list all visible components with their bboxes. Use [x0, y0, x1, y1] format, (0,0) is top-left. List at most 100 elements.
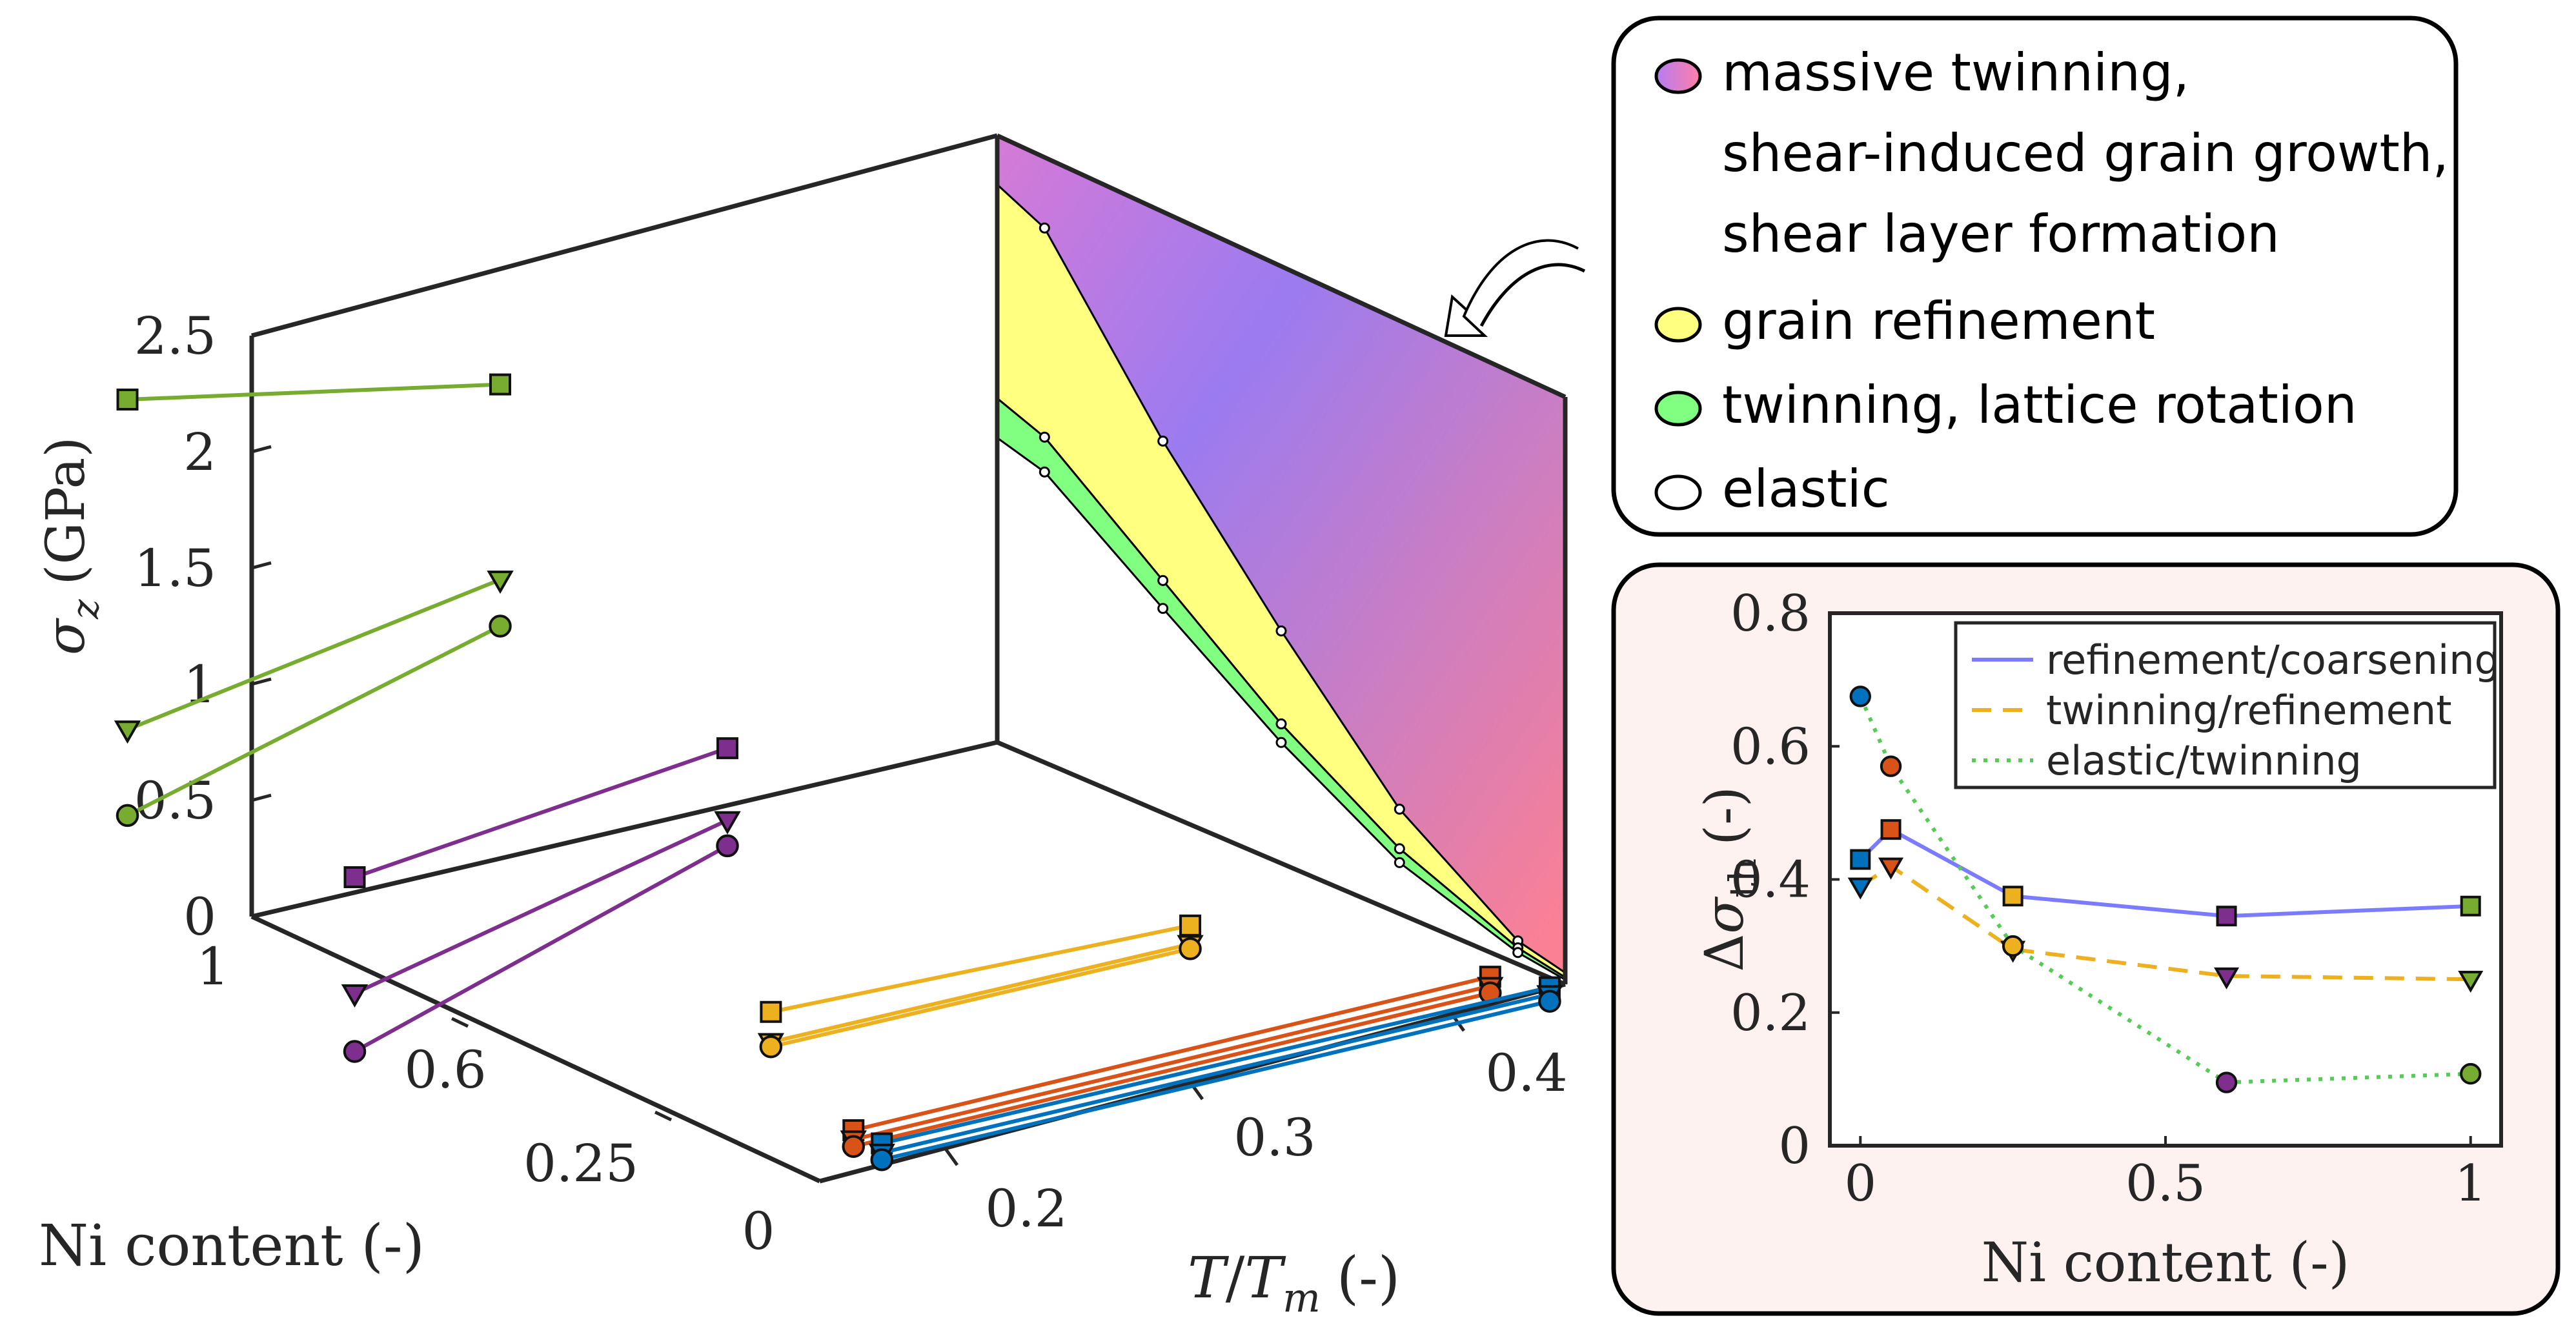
boundary-point	[1275, 718, 1287, 729]
ni-tick-mark	[654, 1110, 673, 1122]
z-tick-label: 2	[183, 422, 216, 482]
legend-label: shear layer formation	[1722, 204, 2280, 264]
inset-marker-triangle	[2213, 967, 2240, 989]
inset-marker-triangle	[1847, 877, 1873, 900]
legend-item-0: massive twinning, shear-induced grain gro…	[1654, 43, 2449, 264]
inset-marker-triangle	[1878, 857, 1904, 880]
inset-legend-frame	[1954, 621, 2497, 789]
marker-square	[760, 1000, 782, 1023]
marker-square	[1179, 914, 1202, 937]
marker-square	[343, 866, 366, 888]
inset-marker-circle	[2002, 935, 2024, 957]
inset-x-tick-label: 0	[1844, 1155, 1876, 1213]
inset-marker-circle	[1880, 755, 1902, 777]
inset-y-label: Δσth(-)	[1694, 786, 1765, 972]
inset-series	[1847, 685, 2484, 1093]
marker-circle	[116, 804, 139, 827]
inset-x-tick-label: 0.5	[2125, 1155, 2206, 1213]
legend-item-2: twinning, lattice rotation	[1654, 375, 2357, 435]
marker-circle	[1179, 937, 1202, 960]
legend-swatch-icon	[1654, 391, 1702, 427]
inset-marker-triangle	[2458, 970, 2484, 993]
z-tick-mark	[251, 909, 272, 918]
series-line-square	[853, 975, 1491, 1132]
series-line-square	[770, 923, 1191, 1014]
legend-label: twinning, lattice rotation	[1722, 375, 2357, 435]
inset-marker-circle	[2460, 1062, 2482, 1085]
threshold-inset-chart: 0 0.2 0.4 0.6 0.8 0 0.5 1 refinement/coarsening…	[1611, 562, 2561, 1316]
legend-label: shear-induced grain growth,	[1722, 123, 2449, 183]
series-line-triangle	[770, 942, 1191, 1044]
z-tick-mark	[251, 329, 272, 338]
marker-circle	[489, 614, 512, 638]
series-line-triangle	[881, 992, 1550, 1155]
back-top-edge-right	[996, 133, 1567, 400]
marker-triangle	[714, 811, 741, 835]
legend-swatch-icon	[1654, 58, 1702, 94]
series-line-circle	[770, 946, 1191, 1049]
series-line-square	[127, 382, 501, 401]
marker-circle	[842, 1135, 865, 1158]
inset-y-tick-label: 0.2	[1730, 984, 1810, 1042]
inset-legend-label: elastic/twinning	[2046, 737, 2362, 784]
series-line-square	[881, 985, 1550, 1146]
inset-line	[1859, 864, 2471, 982]
boundary-markers	[1039, 222, 1524, 959]
inset-y-tick-label: 0	[1778, 1117, 1810, 1175]
boundary-point	[1157, 574, 1169, 586]
ni-tick-mark	[451, 1017, 469, 1028]
series-0	[114, 373, 514, 827]
stress-map-3d: 0 0.5 1 1.5 2 2.5 0 0.25 0.6 1 0.2 0.3 0.4 σz(GPa)…	[35, 133, 1568, 1321]
inset-legend: refinement/coarseningtwinning/refinement…	[1954, 621, 2500, 789]
series-1	[341, 737, 741, 1063]
series-4	[868, 976, 1563, 1172]
series-line-circle	[853, 991, 1491, 1149]
marker-triangle	[114, 720, 141, 744]
inset-y-tick-label: 0.6	[1730, 718, 1810, 776]
boundary-point	[1394, 804, 1405, 815]
boundary-point	[1394, 843, 1405, 855]
series-line-circle	[354, 844, 729, 1053]
t-axis-label: T/Tm (-)	[1188, 1244, 1400, 1321]
z-axis-ticks: 00.511.522.5	[134, 306, 272, 947]
z-tick-label: 1.5	[134, 538, 216, 598]
series-line-triangle	[853, 984, 1491, 1142]
series-line-square	[354, 746, 728, 879]
marker-square	[489, 373, 511, 396]
inset-marker-square	[1850, 849, 1871, 870]
inset-series-0	[1850, 819, 2481, 927]
boundary-point	[1157, 603, 1169, 614]
ni-tick-label: 0	[742, 1201, 775, 1261]
t-axis-ticks: 0.2 0.3 0.4	[944, 1013, 1568, 1239]
curved-arrow	[1479, 263, 1586, 327]
ni-axis-label: Ni content (-)	[39, 1212, 425, 1279]
floor-back-edge	[251, 740, 998, 919]
ni-tick-label: 0.25	[523, 1133, 638, 1193]
series-3	[840, 966, 1504, 1158]
inset-marker-square	[1880, 819, 1902, 840]
series-line-circle	[881, 999, 1550, 1162]
ni-tick-mark	[785, 1163, 804, 1175]
marker-triangle	[487, 571, 514, 594]
inset-marker-circle	[2215, 1071, 2238, 1093]
ni-axis-ticks: 0 0.25 0.6 1	[197, 916, 804, 1261]
inset-y-tick-label: 0.4	[1730, 851, 1810, 909]
inset-marker-circle	[1849, 685, 1871, 707]
legend-swatch-icon	[1654, 307, 1702, 343]
marker-circle	[343, 1040, 367, 1063]
series-line-triangle	[354, 818, 729, 995]
curved-arrow-outline	[1444, 239, 1579, 337]
z-tick-label: 0.5	[134, 771, 216, 831]
inset-marker-square	[2216, 906, 2237, 927]
z-tick-mark	[251, 561, 272, 570]
legend-label: elastic	[1722, 459, 1890, 519]
boundary-point	[1512, 947, 1524, 959]
inset-legend-label: refinement/coarsening	[2046, 636, 2500, 684]
legend-item-3: elastic	[1654, 459, 1890, 519]
inset-x-label: Ni content (-)	[1982, 1231, 2350, 1294]
z-tick-label: 0	[183, 887, 216, 947]
ni-tick-label: 0.6	[404, 1040, 486, 1100]
ni-tick-mark	[254, 916, 272, 928]
inset-ticks: 0 0.2 0.4 0.6 0.8 0 0.5 1	[1730, 585, 2487, 1213]
